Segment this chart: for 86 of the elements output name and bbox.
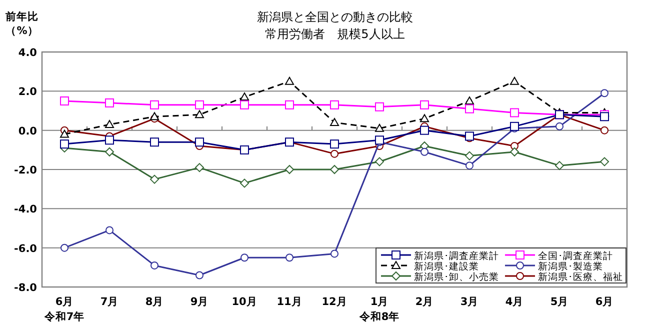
x-tick-label: 11月 <box>276 296 302 308</box>
y-tick-label: 4.0 <box>18 47 37 59</box>
point <box>420 114 429 122</box>
y-tick-label: 2.0 <box>18 86 37 98</box>
point <box>375 157 384 166</box>
point <box>466 162 474 170</box>
x-tick-label: 12月 <box>322 296 348 308</box>
point <box>330 250 338 258</box>
point <box>555 161 564 170</box>
x-tick-label: 1月 <box>370 296 389 308</box>
point <box>60 140 69 149</box>
point <box>285 165 294 174</box>
point <box>150 174 159 184</box>
y-tick-label: -8.0 <box>14 282 37 294</box>
point <box>196 271 204 280</box>
y-tick-label: -2.0 <box>14 164 37 176</box>
legend-label: 新潟県･卸、小売業 <box>414 271 499 283</box>
point <box>330 118 339 126</box>
legend-label: 新潟県･調査産業計 <box>414 250 499 262</box>
point <box>330 165 339 174</box>
point <box>105 147 114 156</box>
x-tick-label: 6月 <box>55 296 74 308</box>
legend-label: 新潟県･製造業 <box>538 260 603 272</box>
x-tick-label: 9月 <box>190 296 209 308</box>
text: 令和8年 <box>358 310 400 323</box>
legend-label: 全国･調査産業計 <box>538 250 613 262</box>
point <box>240 254 248 262</box>
point <box>600 157 609 166</box>
point <box>285 76 294 85</box>
point <box>330 150 338 158</box>
point <box>420 100 429 110</box>
point <box>510 76 519 85</box>
point <box>105 136 114 145</box>
point <box>420 148 428 156</box>
chart-subtitle: 常用労働者 規模5人以上 <box>265 27 405 41</box>
point <box>105 120 114 128</box>
point <box>600 89 608 98</box>
point <box>150 261 158 270</box>
point <box>510 147 519 156</box>
point <box>150 100 159 110</box>
point <box>240 100 249 110</box>
point <box>465 151 474 160</box>
point <box>465 132 474 141</box>
x-tick-label: 10月 <box>232 296 258 308</box>
x-tick-label: 6月 <box>595 296 614 308</box>
point <box>195 110 204 118</box>
y-axis-title: 前年比（%） <box>4 10 38 38</box>
point <box>60 130 69 138</box>
chart-title: 新潟県と全国との動きの比較 <box>257 10 413 24</box>
x-tick-label: 8月 <box>145 296 164 308</box>
point <box>510 108 519 118</box>
x-tick-label: 5月 <box>550 296 569 308</box>
point <box>240 178 249 188</box>
point <box>600 126 608 134</box>
text: 令和7年 <box>43 310 85 323</box>
point <box>150 112 159 120</box>
point <box>420 126 429 135</box>
point <box>465 96 474 104</box>
y-tick-label: 0.0 <box>18 125 37 138</box>
point <box>195 100 204 110</box>
x-tick-label: 4月 <box>505 296 524 308</box>
point <box>510 122 519 131</box>
point <box>286 254 294 262</box>
legend-label: 新潟県･建設業 <box>414 260 479 272</box>
point <box>60 244 68 252</box>
point <box>106 226 114 234</box>
point <box>60 96 69 106</box>
point <box>375 136 384 145</box>
point <box>150 138 159 147</box>
point <box>330 100 339 110</box>
point <box>556 122 564 130</box>
point <box>285 100 294 110</box>
legend-label: 新潟県･医療、福祉 <box>538 271 623 283</box>
point <box>375 102 384 112</box>
y-tick-label: -6.0 <box>14 242 37 255</box>
point <box>330 140 339 149</box>
point <box>240 92 249 101</box>
point <box>375 124 384 132</box>
point <box>105 98 114 108</box>
x-tick-label: 3月 <box>460 296 479 308</box>
point <box>465 104 474 114</box>
y-tick-label: -4.0 <box>14 204 37 216</box>
point <box>195 163 204 172</box>
point <box>195 138 204 147</box>
x-tick-label: 2月 <box>415 296 434 308</box>
x-tick-label: 7月 <box>100 296 119 308</box>
